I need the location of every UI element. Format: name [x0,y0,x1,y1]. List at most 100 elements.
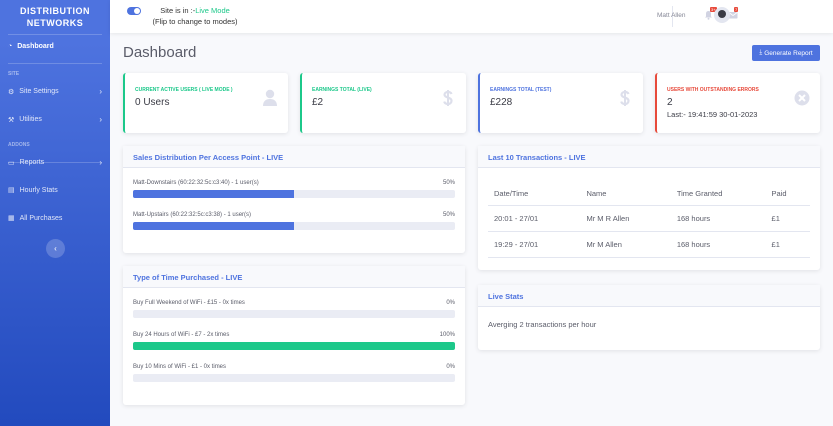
mode-hint: (Flip to change to modes) [152,17,238,26]
mode-prefix: Site is in :- [160,6,196,15]
sidebar-heading: ADDONS [8,142,30,148]
card-earnings-test: Earnings Total (Test) £228 [478,73,643,133]
panel-title: Live Stats [478,285,820,307]
chevron-left-icon: ‹ [54,244,57,253]
progress-percent: 50% [442,212,455,218]
sidebar-item-reports[interactable]: ▭ Reports › [8,158,102,167]
alerts-badge: 3+ [710,7,717,12]
progress-row: Buy Full Weekend of WiFi - £15 - 0x time… [133,300,455,318]
card-label: Earnings Total (Live) [312,87,372,93]
column-header[interactable]: Name [580,182,671,206]
bell-icon [705,11,712,20]
sidebar-heading: SITE [8,71,20,77]
table-cell: 168 hours [670,205,766,232]
brand-line: DISTRIBUTION [20,6,90,16]
progress-label: Matt-Downstairs (60:22:32:5c:c3:40) - 1 … [133,180,259,186]
envelope-icon [728,12,738,19]
progress-label: Matt-Upstairs (60:22:32:5c:c3:38) - 1 us… [133,212,252,218]
user-name[interactable]: Matt Allen [657,12,686,19]
table-cell: 168 hours [670,231,766,258]
live-stats-text: Averging 2 transactions per hour [488,320,597,329]
card-value: £2 [312,97,324,108]
time-purchased-panel: Type of Time Purchased - LIVE Buy Full W… [123,266,465,405]
panel-title: Sales Distribution Per Access Point - LI… [123,146,465,168]
card-value: 2 [667,97,673,108]
sidebar-item-site-settings[interactable]: ⚙ Site Settings › [8,87,102,96]
chevron-right-icon: › [99,158,102,167]
progress-bar [133,342,455,350]
page-title: Dashboard [123,44,197,61]
column-header[interactable]: Time Granted [670,182,766,206]
progress-bar [133,374,455,382]
column-header[interactable]: Date/Time [488,182,581,206]
brand[interactable]: DISTRIBUTION NETWORKS [0,0,110,34]
progress-row: Buy 10 Mins of WiFi - £1 - 0x times 0% [133,364,455,382]
progress-bar [133,310,455,318]
card-label: Current Active Users ( Live Mode ) [135,87,233,93]
card-label: Earnings Total (Test) [490,87,552,93]
table-row: 20:01 - 27/01 Mr M R Allen 168 hours £1 [488,205,810,232]
column-header[interactable]: Paid [765,182,810,206]
table-cell: Mr M R Allen [580,205,671,232]
sidebar-item-utilities[interactable]: ⚒ Utilities › [8,115,102,124]
topbar: Site is in :-Live Mode (Flip to change to… [110,0,833,33]
sidebar-item-dashboard[interactable]: ◔ Dashboard [8,43,102,50]
folder-icon: ▭ [8,159,15,167]
download-icon: ⤓ [759,49,763,56]
brand-line: NETWORKS [26,18,84,28]
transactions-table: Date/Time Name Time Granted Paid 20:01 - 27/… [488,182,810,258]
sidebar-item-label: Utilities [19,116,42,123]
progress-label: Buy Full Weekend of WiFi - £15 - 0x time… [133,300,245,306]
sidebar-item-label: Dashboard [17,43,54,50]
transactions-panel: Last 10 Transactions - LIVE Date/Time Nam… [478,146,820,270]
dollar-icon [440,89,456,107]
avatar[interactable] [714,7,730,23]
progress-percent: 0% [446,300,455,306]
sales-distribution-panel: Sales Distribution Per Access Point - LI… [123,146,465,253]
sidebar-item-hourly-stats[interactable]: ▤ Hourly Stats [8,186,102,195]
divider [8,34,102,35]
progress-label: Buy 10 Mins of WiFi - £1 - 0x times [133,364,227,370]
progress-row: Buy 24 Hours of WiFi - £7 - 2x times 100% [133,332,455,350]
panel-title: Type of Time Purchased - LIVE [123,266,465,288]
chart-icon: ▤ [8,187,15,194]
table-icon: ▦ [8,215,15,222]
mode-toggle[interactable] [127,7,141,15]
times-circle-icon [794,89,810,107]
progress-row: Matt-Downstairs (60:22:32:5c:c3:40) - 1 … [133,180,455,198]
card-active-users: Current Active Users ( Live Mode ) 0 User… [123,73,288,133]
progress-fill [133,190,294,198]
sidebar: DISTRIBUTION NETWORKS ◔ Dashboard SITE ⚙ Si… [0,0,110,426]
divider [672,6,673,27]
progress-fill [133,222,294,230]
tachometer-icon: ◔ [8,43,13,50]
table-cell: £1 [765,205,810,232]
generate-report-button[interactable]: ⤓ Generate Report [752,45,820,61]
progress-label: Buy 24 Hours of WiFi - £7 - 2x times [133,332,230,338]
table-cell: Mr M Allen [580,231,671,258]
messages-button[interactable]: 7 [728,7,739,20]
dollar-icon [617,89,633,107]
sidebar-item-label: Reports [19,159,45,166]
table-row: 19:29 - 27/01 Mr M Allen 168 hours £1 [488,231,810,258]
card-earnings-live: Earnings Total (Live) £2 [300,73,466,133]
progress-bar [133,222,455,230]
mode-value: Live Mode [195,6,230,15]
alerts-button[interactable]: 3+ [704,7,717,20]
progress-percent: 0% [446,364,455,370]
mode-status: Site is in :-Live Mode (Flip to change to… [145,5,245,27]
divider [8,63,102,64]
sidebar-item-all-purchases[interactable]: ▦ All Purchases [8,214,102,223]
generate-report-label: Generate Report [764,49,813,57]
sidebar-toggle-button[interactable]: ‹ [46,239,65,258]
sidebar-item-label: Hourly Stats [19,186,58,194]
chevron-right-icon: › [99,87,102,96]
messages-badge: 7 [734,7,739,12]
card-value: 0 Users [135,97,170,108]
live-stats-panel: Live Stats Averging 2 transactions per h… [478,285,820,350]
progress-percent: 100% [439,332,455,338]
divider [8,162,102,163]
panel-title: Last 10 Transactions - LIVE [478,146,820,168]
table-cell: 20:01 - 27/01 [488,205,581,232]
card-errors: Users with outstanding errors 2 Last:- 19:… [655,73,820,133]
